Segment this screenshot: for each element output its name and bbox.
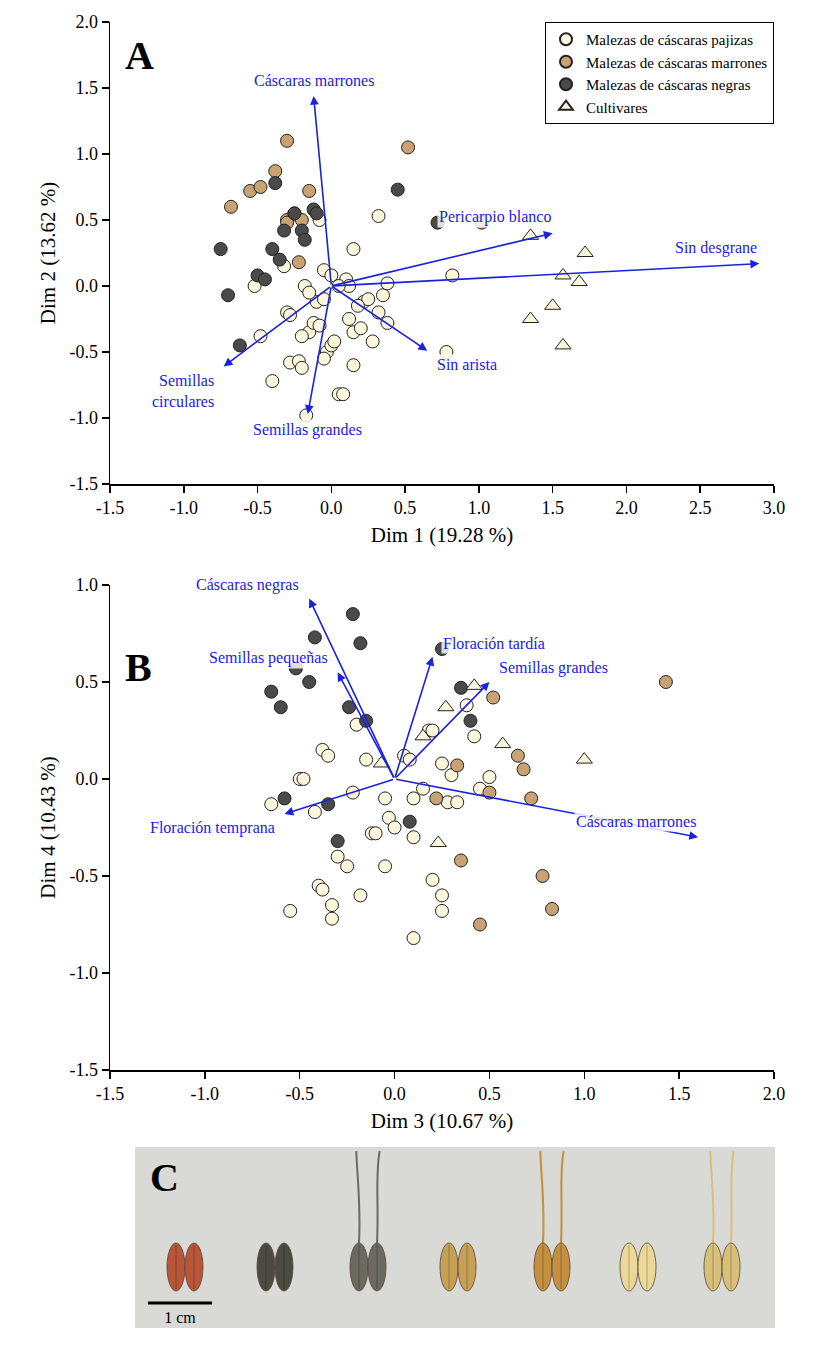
svg-text:2.0: 2.0 — [75, 12, 98, 32]
svg-text:-1.0: -1.0 — [191, 1084, 220, 1104]
svg-text:1.5: 1.5 — [541, 498, 564, 518]
svg-text:1.5: 1.5 — [668, 1084, 691, 1104]
svg-text:2.5: 2.5 — [689, 498, 712, 518]
svg-text:Semillascirculares: Semillascirculares — [152, 372, 214, 410]
svg-text:1.0: 1.0 — [573, 1084, 596, 1104]
svg-text:3.0: 3.0 — [763, 498, 786, 518]
svg-text:Semillas pequeñas: Semillas pequeñas — [209, 649, 328, 667]
svg-text:-1.5: -1.5 — [96, 498, 125, 518]
svg-text:Sin arista: Sin arista — [437, 356, 497, 373]
svg-text:Dim 3 (10.67 %): Dim 3 (10.67 %) — [371, 1109, 513, 1133]
svg-text:1.5: 1.5 — [75, 78, 98, 98]
svg-text:Dim 1 (19.28 %): Dim 1 (19.28 %) — [371, 523, 513, 547]
svg-text:0.0: 0.0 — [75, 769, 98, 789]
svg-text:1.0: 1.0 — [468, 498, 491, 518]
svg-text:B: B — [125, 645, 152, 690]
svg-text:1.0: 1.0 — [75, 144, 98, 164]
svg-text:Cultivares: Cultivares — [586, 100, 648, 116]
svg-text:Semillas grandes: Semillas grandes — [253, 421, 362, 439]
svg-text:Malezas de cáscaras marrones: Malezas de cáscaras marrones — [586, 55, 767, 71]
svg-text:0.0: 0.0 — [320, 498, 343, 518]
svg-text:-0.5: -0.5 — [285, 1084, 314, 1104]
svg-text:Dim 4 (10.43 %): Dim 4 (10.43 %) — [36, 756, 60, 898]
svg-text:0.5: 0.5 — [75, 672, 98, 692]
svg-text:-0.5: -0.5 — [69, 342, 98, 362]
svg-text:0.5: 0.5 — [75, 210, 98, 230]
svg-text:Cáscaras marrones: Cáscaras marrones — [576, 813, 696, 830]
svg-text:A: A — [125, 33, 154, 78]
svg-text:-1.5: -1.5 — [69, 474, 98, 494]
svg-text:-1.0: -1.0 — [69, 408, 98, 428]
svg-text:Cáscaras marrones: Cáscaras marrones — [254, 72, 374, 89]
svg-text:Semillas grandes: Semillas grandes — [499, 659, 608, 677]
svg-text:-0.5: -0.5 — [243, 498, 272, 518]
svg-text:-1.0: -1.0 — [69, 963, 98, 983]
svg-text:Floración tardía: Floración tardía — [443, 635, 545, 652]
svg-text:2.0: 2.0 — [615, 498, 638, 518]
svg-text:1.0: 1.0 — [75, 575, 98, 595]
svg-text:0.0: 0.0 — [75, 276, 98, 296]
svg-text:0.5: 0.5 — [394, 498, 417, 518]
svg-text:-1.5: -1.5 — [96, 1084, 125, 1104]
svg-text:0.5: 0.5 — [478, 1084, 501, 1104]
svg-text:-1.5: -1.5 — [69, 1060, 98, 1080]
svg-text:C: C — [150, 1155, 179, 1200]
svg-text:Sin desgrane: Sin desgrane — [675, 239, 757, 257]
svg-text:-1.0: -1.0 — [170, 498, 199, 518]
svg-text:Dim 2 (13.62 %): Dim 2 (13.62 %) — [36, 182, 60, 324]
svg-text:Pericarpio blanco: Pericarpio blanco — [439, 208, 551, 226]
svg-text:1 cm: 1 cm — [164, 1309, 196, 1326]
svg-text:2.0: 2.0 — [763, 1084, 786, 1104]
svg-text:0.0: 0.0 — [383, 1084, 406, 1104]
svg-text:Cáscaras negras: Cáscaras negras — [196, 576, 299, 594]
svg-text:Floración temprana: Floración temprana — [150, 819, 275, 837]
svg-text:-0.5: -0.5 — [69, 866, 98, 886]
svg-text:Malezas de cáscaras negras: Malezas de cáscaras negras — [586, 77, 751, 93]
svg-text:Malezas de cáscaras pajizas: Malezas de cáscaras pajizas — [586, 32, 753, 48]
